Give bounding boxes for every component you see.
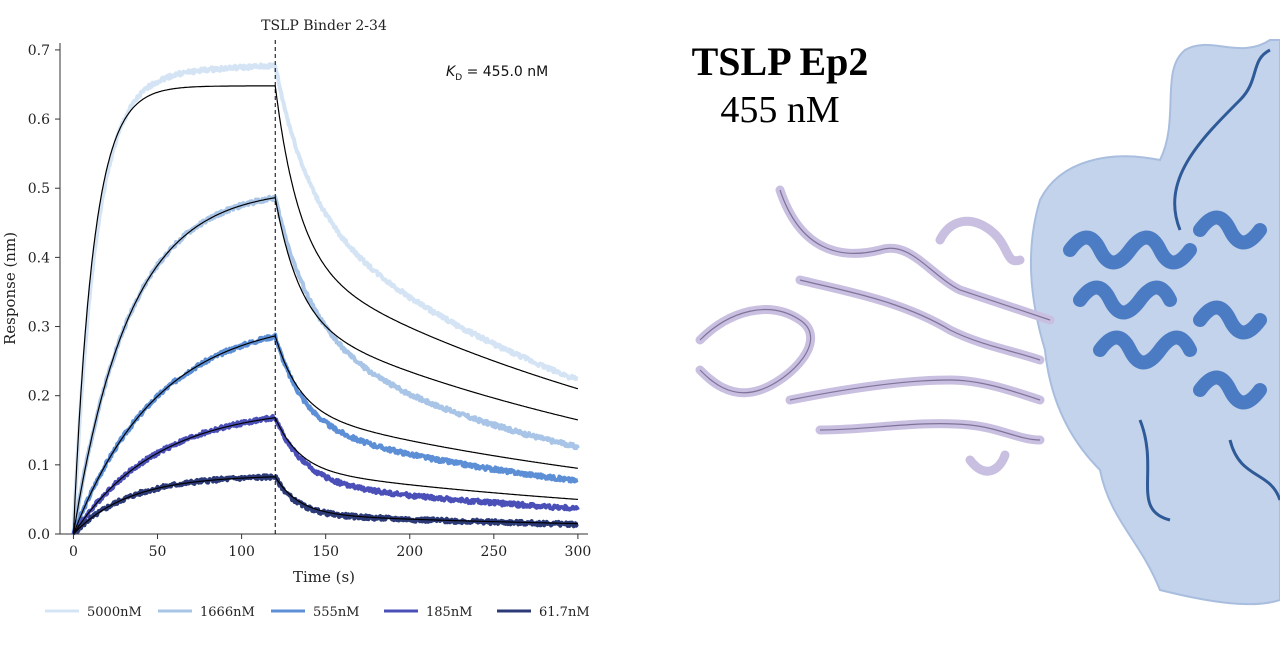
y-tick-label: 0.4 [28, 250, 50, 266]
target-loops [1138, 48, 1280, 522]
y-tick-label: 0.2 [28, 389, 50, 405]
binding-kinetics-chart: TSLP Binder 2-34 0.0 0.1 0.2 0.3 0.4 0.5 0.6 0.7… [1, 18, 592, 620]
binder-ribbon [695, 185, 1055, 476]
y-tick-label: 0.7 [28, 43, 50, 59]
binder-ribbon-outline [699, 189, 1051, 441]
fit-line [72, 335, 578, 535]
data-trace [71, 332, 580, 535]
x-tick-label: 50 [149, 544, 167, 560]
y-tick-label: 0.3 [28, 320, 50, 336]
fit-line [72, 197, 579, 535]
x-tick-label: 200 [396, 544, 423, 560]
chart-title: TSLP Binder 2-34 [261, 18, 387, 34]
legend-label: 61.7nM [539, 605, 590, 620]
x-tick-label: 250 [480, 544, 507, 560]
y-tick-label: 0.5 [28, 181, 50, 197]
data-trace [71, 414, 580, 535]
data-trace [71, 62, 580, 534]
legend-label: 1666nM [200, 605, 255, 620]
epitope-title: TSLP Ep2 [691, 39, 869, 84]
y-axis-label: Response (nm) [1, 232, 19, 345]
x-tick-label: 0 [69, 544, 78, 560]
legend-label: 185nM [426, 605, 473, 620]
kd-annotation: KD = 455.0 nM [446, 64, 549, 83]
fit-line [72, 417, 578, 535]
legend-label: 5000nM [87, 605, 142, 620]
y-tick-label: 0.6 [28, 112, 50, 128]
x-axis-label: Time (s) [293, 568, 355, 586]
y-tick-label: 0.1 [28, 458, 50, 474]
x-tick-label: 100 [228, 544, 255, 560]
fit-line [73, 476, 578, 535]
legend-label: 555nM [313, 605, 360, 620]
epitope-affinity: 455 nM [720, 89, 840, 131]
x-tick-label: 300 [565, 544, 592, 560]
target-surface [1029, 39, 1280, 606]
target-helices [1063, 210, 1267, 410]
fit-line [72, 85, 579, 535]
data-trace [71, 194, 580, 535]
x-tick-label: 150 [312, 544, 339, 560]
y-tick-label: 0.0 [28, 527, 50, 543]
protein-structure-illustration [695, 39, 1280, 606]
